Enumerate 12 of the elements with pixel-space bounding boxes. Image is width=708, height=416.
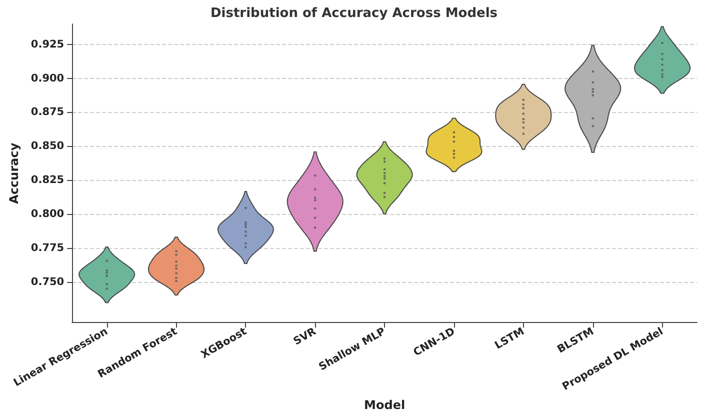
y-tick-label: 0.875 <box>30 106 64 118</box>
x-axis-title: Model <box>364 398 406 412</box>
y-tick-label: 0.850 <box>30 140 64 152</box>
y-tick-label: 0.775 <box>30 242 64 254</box>
y-tick-label: 0.800 <box>30 208 64 220</box>
y-tick-label: 0.825 <box>30 174 64 186</box>
y-tick-label: 0.925 <box>30 38 64 50</box>
x-tick-label: SVR <box>292 325 318 348</box>
y-axis-title: Accuracy <box>7 142 21 204</box>
y-tick-label: 0.900 <box>30 72 64 84</box>
y-tick-label: 0.750 <box>30 276 64 288</box>
chart-title: Distribution of Accuracy Across Models <box>210 6 498 21</box>
